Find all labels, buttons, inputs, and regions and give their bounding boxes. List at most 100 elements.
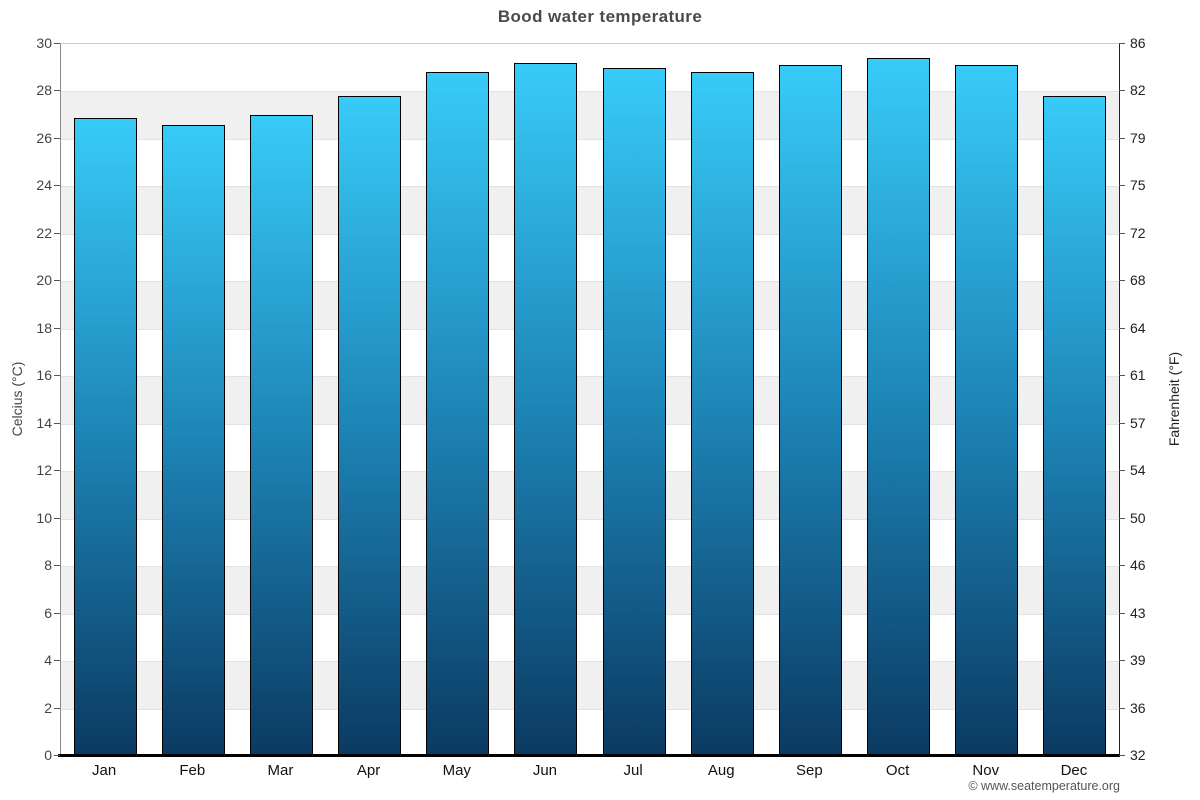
plot-band — [61, 91, 1119, 139]
tick-mark — [1119, 280, 1125, 282]
bar-may — [426, 72, 490, 756]
tick-mark — [54, 660, 60, 662]
gridline — [61, 328, 1119, 330]
gridline — [61, 518, 1119, 520]
ytick-celsius: 10 — [36, 509, 52, 526]
plot-band — [61, 471, 1119, 519]
xtick-month-jun: Jun — [532, 762, 557, 779]
ytick-fahrenheit: 46 — [1130, 557, 1146, 574]
ytick-fahrenheit: 75 — [1130, 177, 1146, 194]
gridline — [61, 138, 1119, 140]
ytick-fahrenheit: 57 — [1130, 414, 1146, 431]
xtick-month-jul: Jul — [623, 762, 643, 779]
bar-dec — [1043, 96, 1107, 756]
bar-jul — [602, 67, 666, 756]
tick-mark — [54, 232, 60, 234]
bar-aug — [690, 72, 754, 756]
tick-mark — [54, 280, 60, 282]
ytick-fahrenheit: 43 — [1130, 604, 1146, 621]
ytick-celsius: 14 — [36, 414, 52, 431]
xtick-month-aug: Aug — [707, 762, 735, 779]
ytick-fahrenheit: 39 — [1130, 652, 1146, 669]
gridline — [61, 708, 1119, 710]
xtick-month-jan: Jan — [91, 762, 117, 779]
ytick-fahrenheit: 61 — [1130, 367, 1146, 384]
bar-nov — [955, 65, 1019, 756]
tick-mark — [1119, 327, 1125, 329]
tick-mark — [1119, 612, 1125, 614]
bar-oct — [867, 58, 931, 756]
plot-band — [61, 328, 1119, 377]
gridline — [61, 376, 1119, 378]
xtick-month-nov: Nov — [972, 762, 1000, 779]
plot-band — [61, 661, 1119, 709]
ytick-celsius: 6 — [44, 604, 52, 621]
ytick-celsius: 16 — [36, 367, 52, 384]
bar-jun — [514, 63, 578, 756]
tick-mark — [1119, 565, 1125, 567]
xtick-month-oct: Oct — [885, 762, 910, 779]
plot-area — [60, 43, 1120, 756]
tick-mark — [1119, 755, 1125, 756]
plot-band — [61, 423, 1119, 472]
plot-band — [61, 613, 1119, 662]
ytick-fahrenheit: 54 — [1130, 462, 1146, 479]
tick-mark — [1119, 137, 1125, 139]
tick-mark — [54, 375, 60, 377]
ytick-fahrenheit: 64 — [1130, 319, 1146, 336]
gridline — [61, 613, 1119, 615]
tick-mark — [54, 755, 60, 756]
ytick-fahrenheit: 86 — [1130, 35, 1146, 51]
tick-mark — [1119, 232, 1125, 234]
ytick-celsius: 18 — [36, 319, 52, 336]
tick-mark — [54, 137, 60, 139]
plot-band — [61, 138, 1119, 187]
xtick-month-apr: Apr — [356, 762, 381, 779]
ytick-celsius: 8 — [44, 557, 52, 574]
plot-band — [61, 233, 1119, 282]
xtick-month-dec: Dec — [1060, 762, 1088, 779]
tick-mark — [1119, 470, 1125, 472]
ytick-celsius: 2 — [44, 699, 52, 716]
xtick-month-sep: Sep — [796, 762, 823, 779]
ytick-fahrenheit: 68 — [1130, 272, 1146, 289]
bar-mar — [249, 115, 313, 756]
gridline — [61, 186, 1119, 188]
ytick-celsius: 26 — [36, 129, 52, 146]
ytick-fahrenheit: 32 — [1130, 747, 1146, 763]
bar-apr — [338, 96, 402, 756]
gridline — [61, 91, 1119, 93]
tick-mark — [54, 565, 60, 567]
ytick-celsius: 24 — [36, 177, 52, 194]
tick-mark — [1119, 517, 1125, 519]
tick-mark — [1119, 43, 1125, 44]
ytick-celsius: 30 — [36, 35, 52, 51]
tick-mark — [1119, 90, 1125, 92]
ytick-celsius: 22 — [36, 224, 52, 241]
gridline — [61, 281, 1119, 283]
plot-band — [61, 708, 1119, 756]
bar-sep — [778, 65, 842, 756]
gridline — [61, 233, 1119, 235]
tick-mark — [1119, 660, 1125, 662]
ytick-celsius: 20 — [36, 272, 52, 289]
ytick-celsius: 12 — [36, 462, 52, 479]
ytick-fahrenheit: 72 — [1130, 224, 1146, 241]
tick-mark — [1119, 185, 1125, 187]
chart-title: Bood water temperature — [497, 7, 703, 26]
xtick-month-feb: Feb — [179, 762, 206, 779]
ytick-fahrenheit: 79 — [1130, 129, 1146, 146]
tick-mark — [54, 707, 60, 709]
plot-band — [61, 566, 1119, 614]
x-axis-line — [58, 754, 1120, 757]
plot-band — [61, 376, 1119, 424]
tick-mark — [54, 470, 60, 472]
tick-mark — [54, 185, 60, 187]
xtick-month-mar: Mar — [267, 762, 294, 779]
plot-band — [61, 518, 1119, 567]
bar-feb — [161, 124, 225, 756]
credit-link[interactable]: © www.seatemperature.org — [968, 779, 1120, 793]
xtick-month-may: May — [442, 762, 471, 779]
gridline — [61, 566, 1119, 568]
